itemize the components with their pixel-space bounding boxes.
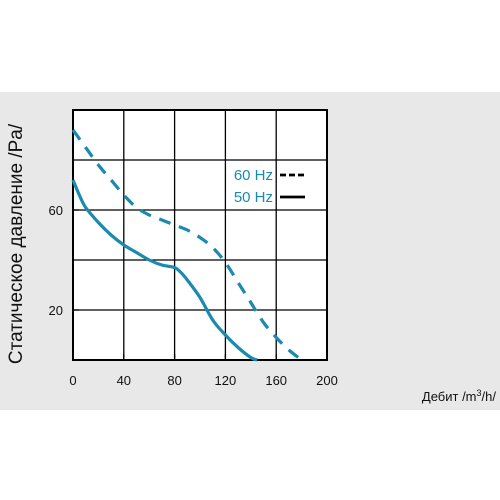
x-axis-label-main: Дебит /m: [422, 389, 477, 404]
x-axis-label-sup: 3: [477, 388, 482, 398]
x-axis-label: Дебит /m3/h/: [422, 388, 496, 404]
y-tick-label: 60: [49, 203, 63, 218]
ticks: 0 40 80 120 160 200 20 60: [49, 203, 338, 388]
y-axis-label: Статическое давление /Pa/: [6, 123, 27, 364]
series-line-50-hz: [71, 179, 258, 362]
legend-label: 50 Hz: [234, 189, 273, 206]
series-group: [71, 129, 303, 362]
chart: 0 40 80 120 160 200 20 60 60 Hz 50 Hz Дебит /m3/…: [6, 109, 496, 404]
x-tick-label: 200: [316, 373, 338, 388]
x-tick-label: 120: [215, 373, 237, 388]
y-tick-label: 20: [49, 303, 63, 318]
grid: [73, 110, 327, 360]
plot-area: [72, 109, 328, 361]
series-line-60-hz: [71, 129, 303, 362]
x-tick-label: 0: [69, 373, 76, 388]
legend-label: 60 Hz: [234, 167, 273, 184]
chart-panel: 0 40 80 120 160 200 20 60 60 Hz 50 Hz Дебит /m3/…: [0, 92, 500, 410]
legend: 60 Hz 50 Hz: [234, 167, 305, 206]
x-tick-label: 160: [265, 373, 287, 388]
x-tick-label: 40: [117, 373, 131, 388]
x-tick-label: 80: [167, 373, 181, 388]
x-axis-label-suffix: /h/: [482, 389, 497, 404]
